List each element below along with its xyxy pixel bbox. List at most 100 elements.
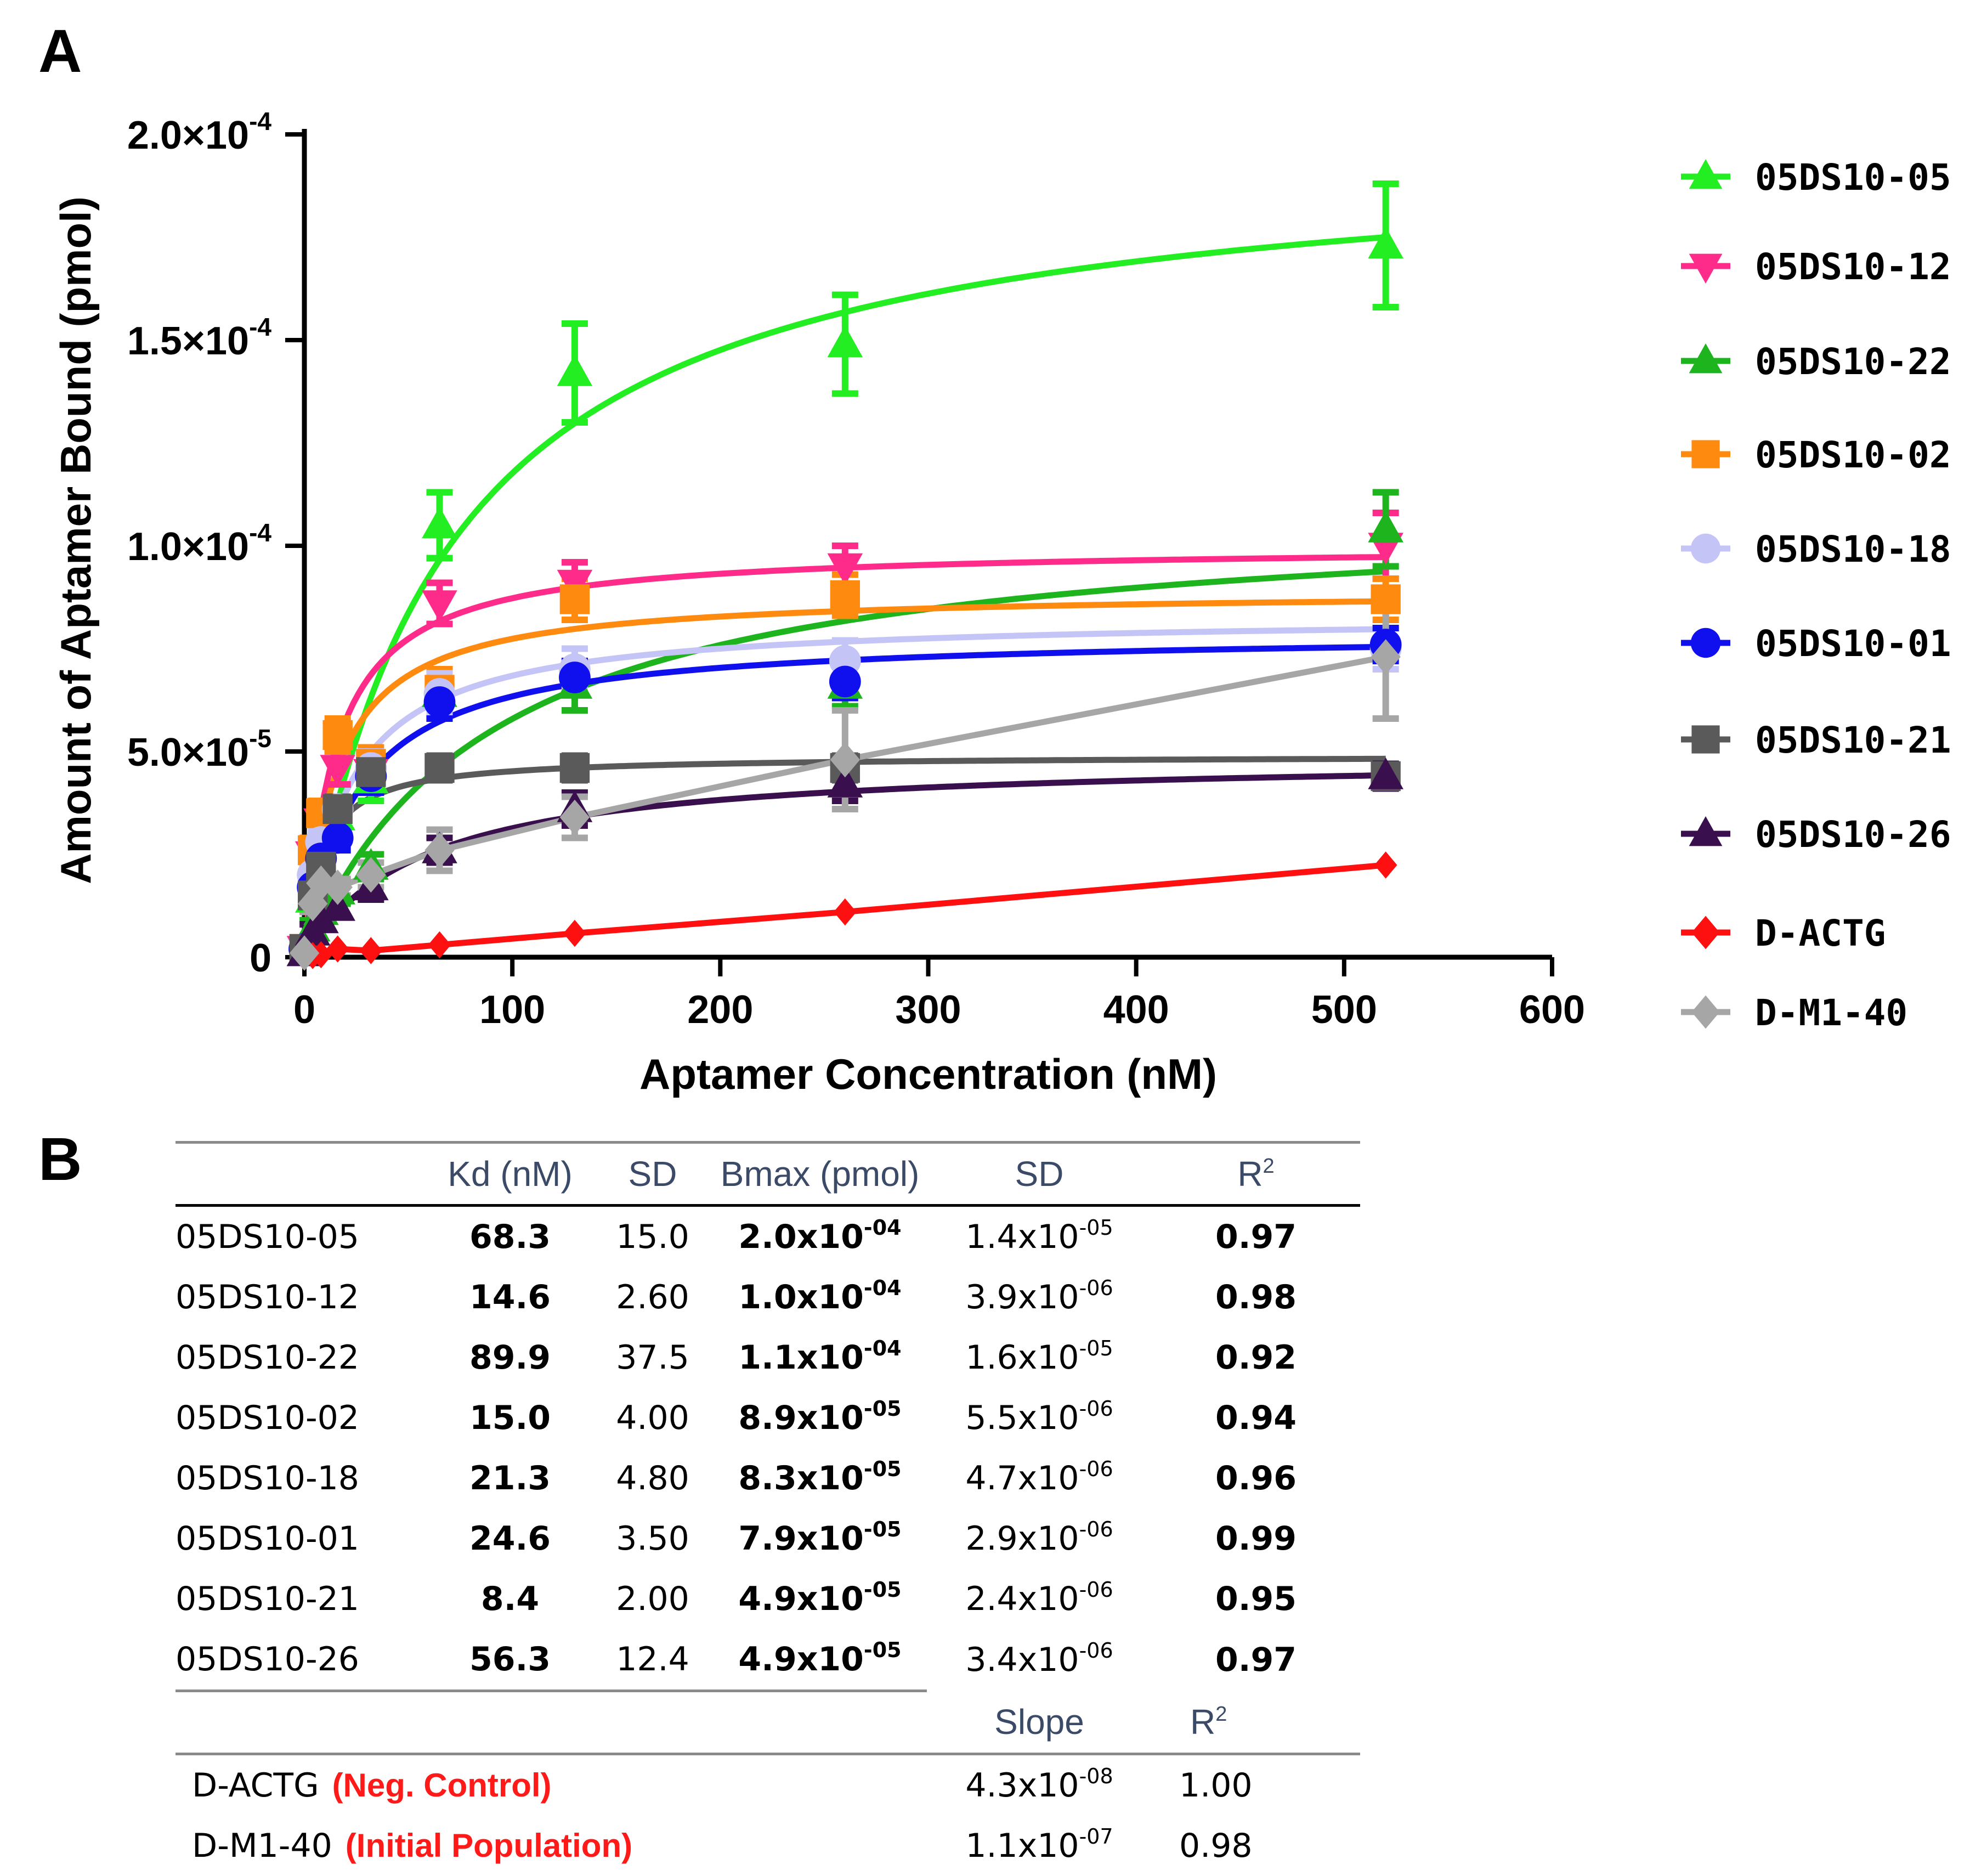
kd-cell: 89.9: [469, 1338, 551, 1377]
legend-marker-d-m1-40: [1691, 995, 1720, 1029]
table-row-linear: D-M1-40 (Initial Population) 1.1x10-07 0.98: [176, 1816, 1360, 1876]
legend-marker-05ds10-01: [1690, 628, 1721, 658]
sd2-header: SD: [927, 1141, 1152, 1207]
point-05ds10-02: [1371, 584, 1401, 614]
point-d-m1-40: [559, 799, 590, 835]
bmax-cell: 1.1x10-04: [738, 1336, 902, 1377]
linear-r2-base: R: [1190, 1702, 1216, 1742]
linear-r2-sup: 2: [1215, 1702, 1227, 1726]
x-tick-label: 600: [1519, 988, 1585, 1032]
row-name: 05DS10-05: [176, 1218, 359, 1256]
control-note: (Neg. Control): [332, 1767, 552, 1804]
legend-label-05ds10-21: 05DS10-21: [1755, 719, 1951, 761]
point-d-actg: [428, 931, 451, 959]
bmax-cell: 1.0x10-04: [738, 1276, 902, 1316]
table-row: 05DS10-21 8.4 2.00 4.9x10-05 2.4x10-06 0.95: [176, 1569, 1360, 1629]
sd-cell: 3.50: [616, 1519, 689, 1558]
point-d-actg: [359, 937, 383, 964]
table-row: 05DS10-12 14.6 2.60 1.0x10-04 3.9x10-06 0.98: [176, 1267, 1360, 1327]
point-d-m1-40: [1371, 639, 1401, 675]
linear-r2-cell: 1.00: [1152, 1753, 1360, 1816]
fit-line-05ds10-22: [301, 568, 1386, 959]
y-tick-label: 0: [250, 936, 271, 980]
legend-marker-05ds10-21: [1691, 725, 1720, 754]
point-05ds10-01: [423, 686, 456, 718]
legend-label-05ds10-02: 05DS10-02: [1755, 434, 1951, 476]
point-d-actg: [326, 935, 349, 963]
point-05ds10-26: [827, 766, 863, 798]
legend-marker-05ds10-02: [1691, 440, 1720, 468]
sd-header: SD: [592, 1141, 713, 1207]
point-d-m1-40: [356, 857, 386, 893]
point-d-actg: [563, 919, 586, 947]
point-d-actg: [309, 941, 333, 969]
bmax-cell: 8.9x10-05: [738, 1397, 902, 1437]
x-tick-label: 400: [1103, 988, 1169, 1032]
point-05ds10-02: [830, 580, 861, 611]
sd2-cell: 3.9x10-06: [965, 1276, 1113, 1316]
x-tick-label: 200: [687, 988, 753, 1032]
legend-marker-05ds10-05: [1689, 159, 1723, 189]
kd-cell: 8.4: [480, 1580, 540, 1618]
row-name: 05DS10-26: [176, 1640, 359, 1679]
row-name: 05DS10-02: [176, 1399, 359, 1437]
r2-cell: 0.97: [1215, 1218, 1297, 1256]
kd-cell: 56.3: [469, 1640, 551, 1679]
y-tick-label: 1.0×10-4: [127, 518, 272, 569]
legend-marker-d-actg: [1691, 916, 1720, 950]
row-name: 05DS10-22: [176, 1338, 359, 1377]
point-05ds10-21: [424, 753, 455, 783]
slope-cell: 4.3x10-08: [927, 1753, 1152, 1816]
bmax-cell: 4.9x10-05: [738, 1638, 902, 1679]
x-tick-label: 300: [895, 988, 961, 1032]
row-name: 05DS10-01: [176, 1519, 359, 1558]
slope-header: Slope: [994, 1702, 1084, 1742]
bmax-cell: 7.9x10-05: [738, 1517, 902, 1558]
point-d-m1-40: [322, 869, 353, 905]
point-05ds10-21: [356, 757, 386, 787]
sd2-cell: 3.4x10-06: [965, 1638, 1113, 1680]
legend-label-05ds10-26: 05DS10-26: [1755, 813, 1951, 856]
point-d-m1-40: [306, 865, 336, 901]
point-05ds10-12: [827, 553, 863, 585]
legend-marker-05ds10-12: [1689, 253, 1723, 284]
kd-cell: 24.6: [469, 1519, 551, 1558]
kd-cell: 68.3: [469, 1218, 551, 1256]
linear-r2-cell: 0.98: [1179, 1827, 1253, 1865]
x-axis-title: Aptamer Concentration (nM): [639, 1050, 1217, 1098]
sd-cell: 37.5: [616, 1338, 689, 1377]
bmax-cell: 4.9x10-05: [738, 1578, 902, 1618]
sd-cell: 12.4: [616, 1640, 689, 1679]
legend-label-05ds10-22: 05DS10-22: [1755, 341, 1951, 383]
point-d-m1-40: [289, 935, 320, 971]
table-row: 05DS10-18 21.3 4.80 8.3x10-05 4.7x10-06 0.96: [176, 1448, 1360, 1508]
panel-b-label: B: [38, 1126, 82, 1193]
r2-cell: 0.92: [1215, 1338, 1297, 1377]
kd-cell: 14.6: [469, 1278, 551, 1316]
sd2-cell: 5.5x10-06: [965, 1397, 1113, 1437]
x-tick-label: 500: [1311, 988, 1377, 1032]
r2-cell: 0.97: [1215, 1641, 1297, 1680]
point-05ds10-21: [322, 794, 353, 824]
point-05ds10-26: [303, 901, 339, 934]
legend-label-d-actg: D-ACTG: [1755, 912, 1886, 954]
sd2-cell: 2.9x10-06: [965, 1517, 1113, 1558]
legend-label-d-m1-40: D-M1-40: [1755, 992, 1907, 1034]
r2-cell: 0.98: [1215, 1278, 1297, 1316]
table-row: 05DS10-26 56.3 12.4 4.9x10-05 3.4x10-06 0.97: [176, 1629, 1360, 1691]
point-d-actg: [834, 898, 857, 926]
y-tick-label: 1.5×10-4: [127, 313, 272, 363]
x-tick-label: 0: [293, 988, 315, 1032]
sd-cell: 2.60: [616, 1278, 689, 1316]
legend-label-05ds10-05: 05DS10-05: [1755, 156, 1951, 199]
point-05ds10-02: [322, 720, 353, 750]
table-row: 05DS10-22 89.9 37.5 1.1x10-04 1.6x10-05 0.92: [176, 1327, 1360, 1388]
sd-cell: 2.00: [616, 1580, 689, 1618]
r2-cell: 0.95: [1215, 1580, 1297, 1618]
r2-header: R2: [1152, 1141, 1360, 1207]
r2-header-sup: 2: [1263, 1155, 1275, 1178]
point-05ds10-05: [422, 506, 457, 539]
control-name: D-ACTG: [192, 1766, 319, 1805]
sd-cell: 4.00: [616, 1399, 689, 1437]
sd2-cell: 2.4x10-06: [965, 1578, 1113, 1618]
